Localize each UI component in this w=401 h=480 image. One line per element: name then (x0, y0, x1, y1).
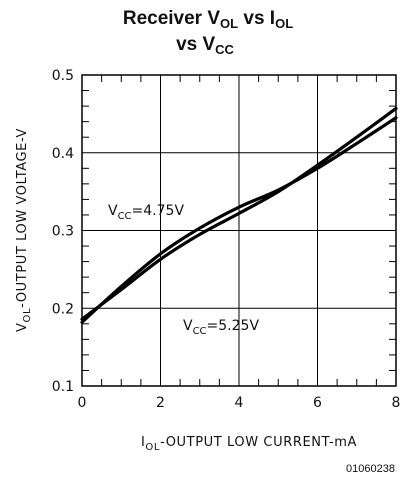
y-tick-label: 0.3 (52, 224, 74, 240)
x-tick-label: 0 (78, 395, 87, 411)
series-lines (80, 106, 398, 324)
y-tick-label: 0.2 (52, 301, 74, 317)
series-label-2-text: V (183, 318, 193, 334)
y-axis-label-text: V (15, 322, 30, 332)
y-axis-label: VOL-OUTPUT LOW VOLTAGE-V (15, 128, 33, 332)
x-tick-label: 4 (235, 395, 244, 411)
series-label-2: VCC=5.25V (183, 318, 259, 337)
y-axis-label-subscript: OL (22, 308, 33, 323)
axis-ticks (82, 75, 396, 386)
title-subscript-2: OL (275, 16, 293, 31)
title-text-2: vs I (238, 8, 275, 29)
figure-code: 01060238 (346, 463, 395, 475)
y-tick-label: 0.5 (52, 68, 74, 84)
x-axis-label: IOL-OUTPUT LOW CURRENT-mA (141, 435, 357, 453)
y-tick-label: 0.4 (52, 146, 74, 162)
series-label-2-value: =5.25V (207, 318, 260, 334)
chart-title-line2: vs VCC (176, 34, 234, 57)
x-tick-label: 6 (313, 395, 322, 411)
grid (82, 75, 396, 386)
title-subscript-1: OL (220, 16, 238, 31)
series-label-1: VCC=4.75V (108, 203, 184, 222)
x-axis-label-text: I (141, 435, 145, 450)
title-line2-subscript: CC (215, 42, 234, 57)
x-axis-label-subscript: OL (145, 442, 160, 453)
y-tick-label: 0.1 (52, 379, 74, 395)
axis-tick-labels: 0 2 4 6 8 0.1 0.2 0.3 0.4 0.5 (52, 68, 401, 411)
title-line2-text: vs V (176, 34, 215, 55)
x-tick-label: 8 (392, 395, 401, 411)
y-axis-label-rest: -OUTPUT LOW VOLTAGE-V (15, 128, 30, 308)
series-line-2 (80, 106, 398, 321)
series-label-1-subscript: CC (118, 211, 132, 222)
series-label-1-value: =4.75V (132, 203, 185, 219)
series-label-1-text: V (108, 203, 118, 219)
chart-title: Receiver VOL vs IOL (123, 8, 293, 31)
series-line-1 (80, 116, 398, 324)
x-axis-label-rest: -OUTPUT LOW CURRENT-mA (160, 435, 357, 450)
plot-frame (81, 74, 397, 387)
series-label-2-subscript: CC (193, 326, 207, 337)
x-tick-label: 2 (156, 395, 165, 411)
title-text-1: Receiver V (123, 8, 221, 29)
